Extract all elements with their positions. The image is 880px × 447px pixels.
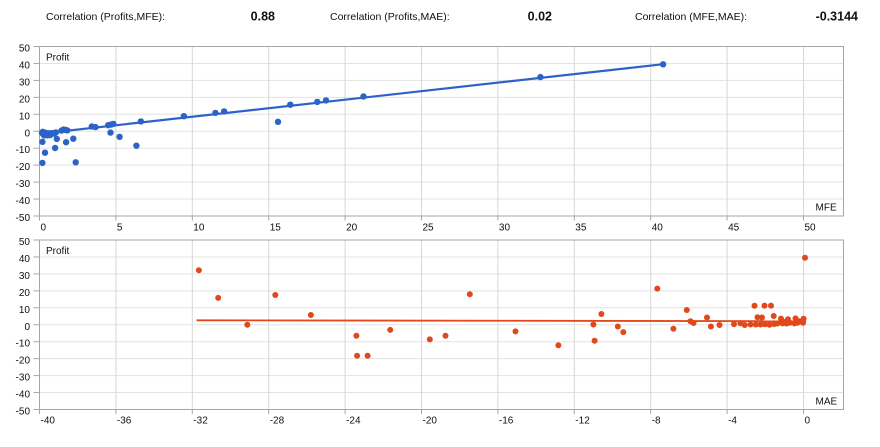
svg-text:0.88: 0.88 (251, 10, 275, 24)
svg-text:-0.3144: -0.3144 (816, 10, 858, 24)
svg-text:-40: -40 (16, 390, 31, 401)
svg-text:-32: -32 (193, 416, 208, 427)
svg-text:MFE: MFE (816, 203, 837, 214)
svg-text:15: 15 (270, 223, 282, 234)
svg-text:0: 0 (24, 322, 30, 333)
svg-text:50: 50 (19, 44, 31, 55)
svg-text:-28: -28 (270, 416, 285, 427)
svg-text:-50: -50 (16, 213, 31, 224)
svg-text:-8: -8 (652, 416, 661, 427)
svg-text:40: 40 (652, 223, 664, 234)
svg-text:-40: -40 (41, 416, 56, 427)
svg-text:50: 50 (19, 237, 31, 248)
svg-text:10: 10 (19, 305, 31, 316)
svg-text:0: 0 (41, 223, 47, 234)
svg-text:35: 35 (575, 223, 587, 234)
svg-text:-24: -24 (346, 416, 361, 427)
svg-text:45: 45 (728, 223, 740, 234)
svg-text:40: 40 (19, 254, 31, 265)
svg-text:-20: -20 (16, 356, 31, 367)
svg-text:Profit: Profit (46, 246, 70, 257)
svg-text:0: 0 (24, 128, 30, 139)
svg-text:20: 20 (19, 288, 31, 299)
svg-text:-30: -30 (16, 179, 31, 190)
svg-text:-20: -20 (423, 416, 438, 427)
svg-text:Correlation (Profits,MAE):: Correlation (Profits,MAE): (330, 11, 450, 23)
svg-text:MAE: MAE (816, 397, 838, 408)
svg-text:Correlation (MFE,MAE):: Correlation (MFE,MAE): (635, 11, 747, 23)
svg-text:10: 10 (19, 111, 31, 122)
svg-text:-10: -10 (16, 339, 31, 350)
svg-text:-12: -12 (575, 416, 590, 427)
svg-text:-50: -50 (16, 407, 31, 418)
svg-text:Profit: Profit (46, 53, 70, 64)
svg-text:0.02: 0.02 (528, 10, 552, 24)
svg-text:50: 50 (805, 223, 817, 234)
svg-text:30: 30 (19, 271, 31, 282)
svg-text:-20: -20 (16, 162, 31, 173)
svg-text:5: 5 (117, 223, 123, 234)
svg-text:20: 20 (346, 223, 358, 234)
svg-text:30: 30 (499, 223, 511, 234)
svg-text:-16: -16 (499, 416, 514, 427)
svg-text:10: 10 (193, 223, 205, 234)
svg-text:Correlation (Profits,MFE):: Correlation (Profits,MFE): (46, 11, 165, 23)
svg-text:-30: -30 (16, 373, 31, 384)
svg-text:0: 0 (805, 416, 811, 427)
svg-text:-40: -40 (16, 196, 31, 207)
svg-text:20: 20 (19, 94, 31, 105)
svg-text:40: 40 (19, 60, 31, 71)
svg-text:25: 25 (423, 223, 435, 234)
svg-text:-36: -36 (117, 416, 132, 427)
svg-text:-4: -4 (728, 416, 737, 427)
svg-text:30: 30 (19, 77, 31, 88)
svg-text:-10: -10 (16, 145, 31, 156)
